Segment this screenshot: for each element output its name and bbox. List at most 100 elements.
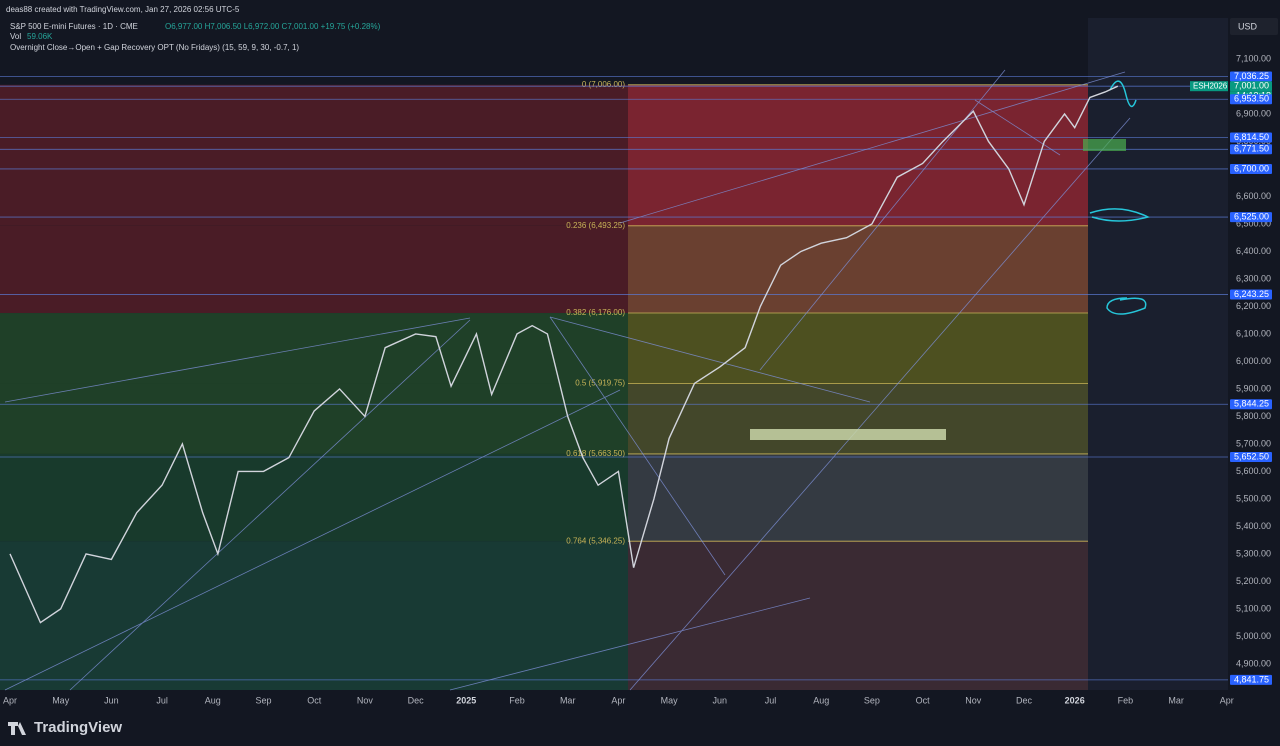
x-tick-label: Apr bbox=[1220, 695, 1234, 705]
y-tick-label: 5,800.00 bbox=[1236, 411, 1271, 421]
price-line bbox=[9, 85, 1119, 624]
trendline bbox=[549, 316, 726, 576]
highlight-box bbox=[750, 429, 946, 440]
y-tick-label: 4,900.00 bbox=[1236, 658, 1271, 668]
fib-zone bbox=[628, 453, 1088, 542]
fib-zone bbox=[628, 84, 1088, 226]
y-tick-label: 5,900.00 bbox=[1236, 383, 1271, 393]
price-tag bbox=[1230, 212, 1272, 223]
price-tag-label: 7,001.00 bbox=[1234, 81, 1269, 91]
y-tick-label: 5,400.00 bbox=[1236, 521, 1271, 531]
fib-zone bbox=[0, 383, 628, 454]
volume-value: 59.06K bbox=[27, 32, 53, 41]
price-tag bbox=[1230, 451, 1272, 462]
volume-label: Vol bbox=[10, 32, 21, 41]
fib-label: 0.618 (5,663.50) bbox=[566, 449, 625, 458]
fib-label: 0.382 (6,176.00) bbox=[566, 308, 625, 317]
price-tag-label: 6,525.00 bbox=[1234, 211, 1269, 221]
price-tag bbox=[1230, 674, 1272, 685]
x-tick-label: Dec bbox=[408, 695, 425, 705]
y-tick-label: 6,900.00 bbox=[1236, 108, 1271, 118]
fib-label: 0 (7,006.00) bbox=[582, 80, 625, 89]
x-tick-label: Oct bbox=[307, 695, 322, 705]
fib-zone bbox=[0, 84, 628, 226]
price-tag-label: 6,771.50 bbox=[1234, 144, 1269, 154]
zones: 0 (7,006.00) 0.236 (6,493.25) 0.382 (6,176… bbox=[0, 18, 1228, 690]
y-tick-label: 5,000.00 bbox=[1236, 631, 1271, 641]
price-tag-label: 6,243.25 bbox=[1234, 289, 1269, 299]
y-tick-label: 6,200.00 bbox=[1236, 301, 1271, 311]
price-axis bbox=[1228, 18, 1280, 690]
price-tag bbox=[1230, 163, 1272, 174]
fib-zone bbox=[0, 313, 628, 384]
y-tick-label: 5,200.00 bbox=[1236, 576, 1271, 586]
trendline bbox=[69, 319, 471, 691]
price-tag-label: 6,953.50 bbox=[1234, 94, 1269, 104]
y-tick-label: 6,500.00 bbox=[1236, 218, 1271, 228]
y-tick-label: 7,100.00 bbox=[1236, 53, 1271, 63]
y-tick-label: 6,000.00 bbox=[1236, 356, 1271, 366]
price-tag bbox=[1230, 289, 1272, 300]
drawing bbox=[1109, 80, 1137, 108]
x-tick-label: Jun bbox=[713, 695, 728, 705]
x-tick-label: Aug bbox=[205, 695, 221, 705]
x-tick-label: Jul bbox=[765, 695, 777, 705]
trendline bbox=[549, 316, 871, 403]
x-tick-label: Feb bbox=[1118, 695, 1134, 705]
y-tick-label: 6,400.00 bbox=[1236, 246, 1271, 256]
fib-label: 0.764 (5,346.25) bbox=[566, 536, 625, 545]
axes: 4,900.00 5,000.00 5,100.00 5,200.00 5,300.00… bbox=[3, 53, 1272, 705]
fib-zone bbox=[628, 383, 1088, 454]
price-tag-label: 5,652.50 bbox=[1234, 451, 1269, 461]
trendlines bbox=[4, 69, 1131, 691]
future-area bbox=[1088, 18, 1228, 690]
y-tick-label: 6,100.00 bbox=[1236, 328, 1271, 338]
y-tick-label: 5,500.00 bbox=[1236, 493, 1271, 503]
x-tick-label: Nov bbox=[357, 695, 374, 705]
x-tick-label: Apr bbox=[611, 695, 625, 705]
x-tick-label: May bbox=[661, 695, 679, 705]
plot bbox=[9, 85, 1119, 624]
price-tag bbox=[1230, 132, 1272, 143]
trendline bbox=[974, 99, 1061, 156]
x-tick-label: Feb bbox=[509, 695, 525, 705]
contract-box bbox=[1190, 81, 1228, 92]
x-tick-label: Mar bbox=[1168, 695, 1184, 705]
trendline bbox=[619, 71, 1126, 224]
contract-label: ESH2026 bbox=[1193, 81, 1228, 90]
price-tag-label: 6,700.00 bbox=[1234, 163, 1269, 173]
price-tag bbox=[1230, 399, 1272, 410]
x-tick-label: 2025 bbox=[456, 695, 476, 705]
x-tick-label: Jun bbox=[104, 695, 119, 705]
price-tag bbox=[1230, 144, 1272, 155]
fib-zone bbox=[628, 313, 1088, 384]
x-tick-label: 2026 bbox=[1065, 695, 1085, 705]
price-tag-label: 7,036.25 bbox=[1234, 71, 1269, 81]
price-tag-label: 5,844.25 bbox=[1234, 399, 1269, 409]
fib-zone bbox=[628, 225, 1088, 314]
highlight-box bbox=[1083, 139, 1126, 151]
logo bbox=[8, 722, 26, 735]
x-tick-label: Dec bbox=[1016, 695, 1033, 705]
currency[interactable]: USD bbox=[1238, 21, 1258, 31]
credit: deas88 created with TradingView.com, Jan… bbox=[6, 5, 240, 14]
y-tick-label: 5,100.00 bbox=[1236, 603, 1271, 613]
price-tag-label: 4,841.75 bbox=[1234, 674, 1269, 684]
currency-box[interactable] bbox=[1230, 18, 1278, 35]
x-tick-label: Apr bbox=[3, 695, 17, 705]
ohlc: O6,977.00 H7,006.50 L6,972.00 C7,001.00 … bbox=[165, 22, 381, 31]
x-tick-label: Jul bbox=[156, 695, 168, 705]
price-tag bbox=[1230, 81, 1272, 92]
y-tick-label: 6,600.00 bbox=[1236, 191, 1271, 201]
brand: TradingView bbox=[34, 719, 122, 736]
y-tick-label: 5,700.00 bbox=[1236, 438, 1271, 448]
drawing bbox=[1089, 208, 1151, 222]
fib-zone bbox=[628, 541, 1088, 690]
trendline bbox=[4, 317, 471, 403]
x-tick-label: Oct bbox=[916, 695, 931, 705]
drawing bbox=[1106, 297, 1147, 315]
trendline bbox=[4, 389, 621, 691]
fib-label: 0.236 (6,493.25) bbox=[566, 221, 625, 230]
